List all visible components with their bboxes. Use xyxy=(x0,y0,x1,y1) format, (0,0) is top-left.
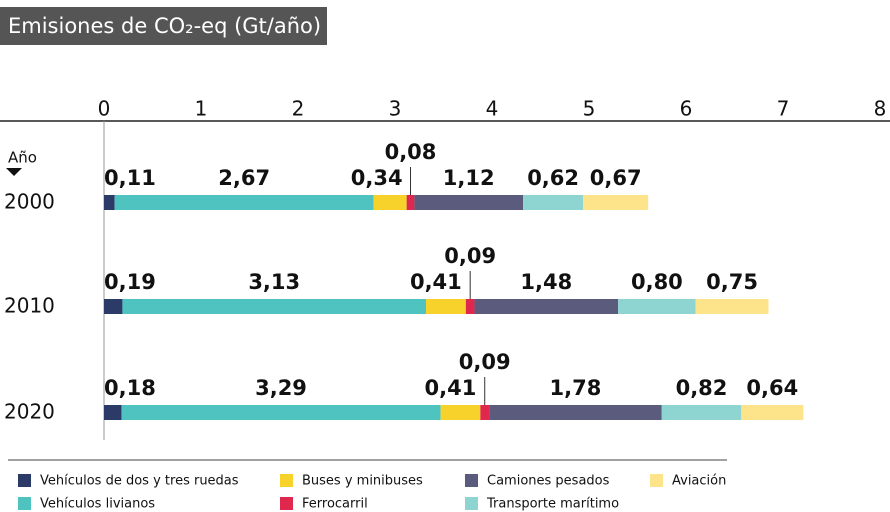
value-label: 0,64 xyxy=(746,376,798,400)
value-label: 0,09 xyxy=(459,350,511,374)
legend-label: Ferrocarril xyxy=(302,497,368,512)
x-tick-label: 1 xyxy=(195,97,208,121)
bar-segment xyxy=(661,405,742,420)
category-label: 2020 xyxy=(4,400,55,424)
bar-segment xyxy=(426,299,466,314)
legend-swatch xyxy=(650,474,663,487)
value-label: 0,82 xyxy=(676,376,728,400)
legend-label: Vehículos de dos y tres ruedas xyxy=(40,474,239,489)
x-tick-label: 8 xyxy=(874,97,887,121)
legend-label: Vehículos livianos xyxy=(40,497,155,512)
bar-segment xyxy=(618,299,696,314)
value-label: 1,12 xyxy=(443,166,495,190)
bar-segment xyxy=(440,405,481,420)
bar-segment xyxy=(583,195,649,210)
axis-arrow xyxy=(6,168,22,176)
legend-label: Aviación xyxy=(672,474,726,489)
bar-segment xyxy=(695,299,769,314)
bar-segment xyxy=(480,405,490,420)
legend-swatch xyxy=(280,474,293,487)
legend-swatch xyxy=(465,474,478,487)
bar-segment xyxy=(122,299,427,314)
value-label: 3,13 xyxy=(248,270,300,294)
value-label: 0,18 xyxy=(104,376,156,400)
bar-segment xyxy=(414,195,524,210)
bar-segment xyxy=(741,405,804,420)
legend-label: Transporte marítimo xyxy=(486,497,619,512)
x-tick-label: 3 xyxy=(389,97,402,121)
bar-segment xyxy=(373,195,407,210)
category-label: 2000 xyxy=(4,190,55,214)
bar-segment xyxy=(489,405,662,420)
value-label: 2,67 xyxy=(218,166,270,190)
bar-segment xyxy=(406,195,415,210)
x-tick-label: 6 xyxy=(680,97,693,121)
value-label: 0,34 xyxy=(351,166,403,190)
value-label: 1,48 xyxy=(520,270,572,294)
legend-swatch xyxy=(280,497,293,510)
title-box xyxy=(0,7,327,45)
value-label: 0,08 xyxy=(385,140,437,164)
bar-segment xyxy=(523,195,584,210)
chart-title: Emisiones de CO₂-eq (Gt/año) xyxy=(8,14,321,38)
bar-segment xyxy=(474,299,619,314)
value-label: 0,75 xyxy=(706,270,758,294)
bar-segment xyxy=(104,299,123,314)
bar-segment xyxy=(104,405,122,420)
legend-swatch xyxy=(465,497,478,510)
legend-swatch xyxy=(18,497,31,510)
value-label: 3,29 xyxy=(255,376,307,400)
value-label: 1,78 xyxy=(550,376,602,400)
x-tick-label: 7 xyxy=(777,97,790,121)
y-axis-label: Año xyxy=(8,149,37,167)
legend-swatch xyxy=(18,474,31,487)
legend-label: Buses y minibuses xyxy=(302,474,423,489)
x-tick-label: 5 xyxy=(583,97,596,121)
value-label: 0,62 xyxy=(527,166,579,190)
category-label: 2010 xyxy=(4,294,55,318)
value-label: 0,09 xyxy=(444,244,496,268)
value-label: 0,80 xyxy=(631,270,683,294)
legend-label: Camiones pesados xyxy=(487,474,610,489)
x-tick-label: 4 xyxy=(486,97,499,121)
value-label: 0,67 xyxy=(590,166,642,190)
bar-segment xyxy=(121,405,441,420)
value-label: 0,41 xyxy=(410,270,462,294)
bar-segment xyxy=(114,195,374,210)
bar-segment xyxy=(104,195,115,210)
x-tick-label: 2 xyxy=(292,97,305,121)
value-label: 0,19 xyxy=(104,270,156,294)
value-label: 0,41 xyxy=(425,376,477,400)
x-tick-label: 0 xyxy=(98,97,111,121)
value-label: 0,11 xyxy=(104,166,156,190)
bar-segment xyxy=(465,299,475,314)
